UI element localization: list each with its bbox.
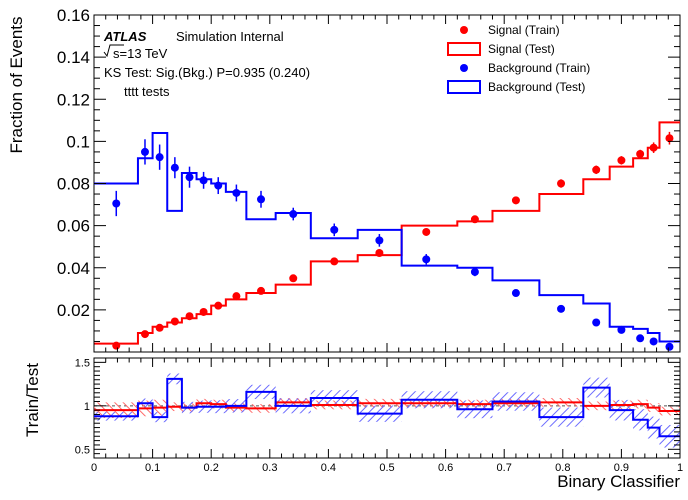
signal-train-point [214,301,223,310]
x-tick-label: 0.5 [379,462,394,474]
background-train-point [375,236,384,245]
background-train-point [470,267,479,276]
signal-train-point [155,323,164,332]
legend-entry-label: Signal (Train) [488,23,560,37]
signal-train-point [257,286,266,295]
signal-train-point [375,249,384,258]
top-y-tick-label: 0.06 [57,217,90,236]
top-y-tick-label: 0.14 [57,48,90,67]
background-train-point [617,325,626,334]
sample-label: tttt tests [124,84,170,99]
background-train-point [214,181,223,190]
background-train-point [330,225,339,234]
signal-train-point [470,215,479,224]
x-tick-label: 0.9 [614,462,629,474]
legend-entry-label: Background (Test) [488,80,585,94]
background-train-point [199,176,208,185]
signal-train-point [232,292,241,301]
legend-marker-point [460,26,468,34]
top-y-tick-label: 0.08 [57,175,90,194]
bottom-y-tick-label: 0.5 [75,444,90,456]
legend: Signal (Train) Signal (Test) Background (T… [447,23,590,94]
x-tick-label: 0.3 [262,462,277,474]
signal-train-point [185,312,194,321]
background-train-point [185,173,194,182]
ks-test-label: KS Test: Sig.(Bkg.) P=0.935 (0.240) [104,65,310,80]
signal-train-point [289,274,298,283]
background-train-point [257,195,266,204]
signal-train-point [330,257,339,266]
legend-entry-label: Signal (Test) [488,42,555,56]
bottom-panel: 0 0.1 0.2 0.3 0.4 0.5 0.6 0.7 0.8 0.9 1 0.5 1 1.5 [75,357,683,474]
top-panel: 0.02 0.04 0.06 0.08 0.1 0.12 0.14 0.16 [57,6,681,353]
background-train-point [636,334,645,343]
signal-train-point [636,150,645,159]
signal-train-point [199,307,208,316]
x-tick-label: 0.4 [321,462,336,474]
bottom-y-tick-label: 1.5 [75,357,90,369]
legend-marker-box [447,80,481,94]
x-tick-label: 0.8 [555,462,570,474]
background-train-point [665,342,674,351]
background-train-point [140,147,149,156]
legend-marker-point [460,64,468,72]
top-y-tick-label: 0.04 [57,259,90,278]
background-train-point [112,199,121,208]
background-ratio-histogram [94,377,680,438]
signal-test-histogram [94,121,680,345]
background-test-histogram [94,131,680,343]
signal-train-point [617,156,626,165]
x-tick-label: 0.6 [438,462,453,474]
x-tick-label: 0.7 [497,462,512,474]
x-tick-label: 0.2 [204,462,219,474]
background-train-point [289,210,298,219]
top-y-tick-label: 0.02 [57,301,90,320]
background-train-point [170,163,179,172]
sqrt-symbol [103,44,124,58]
signal-train-point [557,179,566,188]
background-train-point [511,289,520,298]
background-train-point [557,304,566,313]
top-y-tick-label: 0.16 [57,6,90,25]
x-tick-label: 0.1 [145,462,160,474]
top-y-tick-label: 0.12 [57,90,90,109]
status-label: Simulation Internal [176,29,284,44]
signal-train-point [112,341,121,350]
signal-train-point [140,330,149,339]
legend-marker-box [447,42,481,56]
signal-train-point [511,196,520,205]
x-tick-label: 0 [91,462,97,474]
background-train-point [232,188,241,197]
top-y-tick-label: 0.1 [66,132,90,151]
energy-label: s=13 TeV [113,46,168,61]
background-train-point [592,318,601,327]
atlas-label: ATLAS [103,29,147,44]
signal-train-point [170,317,179,326]
x-axis-label: Binary Classifier [557,472,680,491]
annotation-block: ATLAS Simulation Internal s=13 TeV KS Te… [103,29,310,99]
bottom-y-tick-label: 1 [84,401,90,413]
signal-train-point [665,134,674,143]
background-train-point [649,337,658,346]
signal-train-point [649,143,658,152]
legend-entry-label: Background (Train) [488,61,590,75]
bottom-y-axis-label: Train/Test [23,363,42,437]
background-train-point [155,153,164,162]
top-y-axis-label: Fraction of Events [7,16,26,153]
x-tick-label: 1 [677,462,683,474]
background-train-point [422,255,431,264]
signal-train-point [422,227,431,236]
signal-train-point [592,165,601,174]
